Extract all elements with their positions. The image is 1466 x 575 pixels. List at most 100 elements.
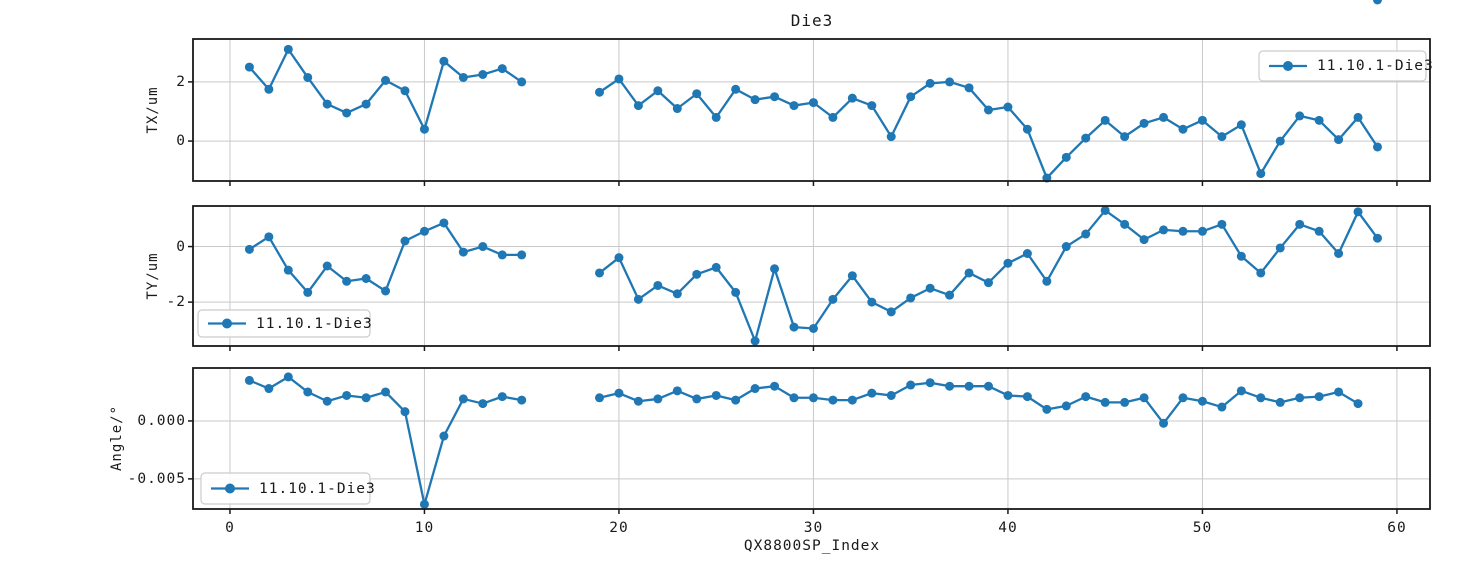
data-point — [458, 394, 468, 404]
ytick-label: 0 — [176, 239, 186, 255]
data-point — [945, 77, 955, 87]
data-point — [633, 294, 643, 304]
data-point — [828, 294, 838, 304]
axes-spines — [192, 205, 1431, 347]
data-point — [1314, 115, 1324, 125]
data-point — [1120, 219, 1130, 229]
legend-label: 11.10.1-Die3 — [259, 481, 376, 497]
data-point — [964, 381, 974, 391]
data-point — [1003, 390, 1013, 400]
data-point — [322, 99, 332, 109]
data-point — [342, 276, 352, 286]
legend-sample-marker — [1283, 61, 1293, 71]
data-point — [594, 268, 604, 278]
data-point — [1275, 243, 1285, 253]
data-point — [886, 307, 896, 317]
data-point — [322, 261, 332, 271]
data-point — [731, 287, 741, 297]
data-point — [439, 56, 449, 66]
data-point — [1120, 132, 1130, 142]
data-point — [1159, 112, 1169, 122]
ytick-label: 2 — [176, 74, 186, 90]
data-point — [322, 396, 332, 406]
data-point — [983, 105, 993, 115]
data-point — [847, 93, 857, 103]
data-point — [906, 92, 916, 102]
data-point — [1256, 169, 1266, 179]
data-point — [770, 381, 780, 391]
data-point — [1061, 401, 1071, 411]
data-point — [1081, 392, 1091, 402]
data-point — [770, 92, 780, 102]
data-point — [1372, 233, 1382, 243]
data-point — [886, 132, 896, 142]
data-point — [711, 390, 721, 400]
data-point — [964, 268, 974, 278]
data-point — [1178, 393, 1188, 403]
data-point — [1159, 418, 1169, 428]
data-point — [1139, 235, 1149, 245]
data-point — [342, 390, 352, 400]
data-point — [692, 269, 702, 279]
data-point — [303, 287, 313, 297]
data-point — [1003, 102, 1013, 112]
data-point — [1314, 226, 1324, 236]
data-point — [1178, 124, 1188, 134]
data-point — [1372, 0, 1382, 5]
data-point — [692, 394, 702, 404]
data-point — [614, 388, 624, 398]
data-point — [1139, 393, 1149, 403]
data-point — [594, 87, 604, 97]
series-line — [248, 221, 523, 294]
data-point — [789, 322, 799, 332]
data-point — [517, 395, 527, 405]
data-point — [633, 101, 643, 111]
data-point — [614, 253, 624, 263]
data-point — [1022, 392, 1032, 402]
data-point — [1061, 152, 1071, 162]
data-point — [1295, 393, 1305, 403]
xtick-label: 50 — [1192, 520, 1213, 536]
data-point — [808, 324, 818, 333]
data-point — [750, 336, 760, 346]
data-point — [1081, 229, 1091, 239]
legend-box — [200, 472, 371, 505]
data-point — [264, 84, 274, 94]
data-point — [711, 112, 721, 122]
data-point — [1275, 397, 1285, 407]
data-point — [478, 70, 488, 79]
data-point — [906, 380, 916, 390]
data-point — [867, 101, 877, 111]
data-point — [983, 278, 993, 288]
data-point — [478, 399, 488, 409]
data-point — [614, 74, 624, 84]
data-point — [1042, 404, 1052, 414]
data-point — [867, 388, 877, 398]
data-point — [1334, 387, 1344, 397]
data-point — [244, 375, 254, 385]
data-point — [1236, 120, 1246, 130]
data-point — [1353, 112, 1363, 122]
data-point — [711, 262, 721, 272]
axes-spines — [192, 367, 1431, 510]
y-axis-label-angle: Angle/° — [109, 404, 125, 472]
data-point — [983, 381, 993, 391]
data-point — [497, 64, 507, 74]
data-point — [789, 101, 799, 111]
data-point — [283, 265, 293, 275]
data-point — [808, 98, 818, 108]
data-point — [653, 394, 663, 404]
data-point — [361, 99, 371, 109]
data-point — [244, 62, 254, 72]
data-point — [1314, 392, 1324, 402]
series-line — [598, 381, 1360, 425]
xtick-label: 40 — [998, 520, 1018, 536]
data-point — [439, 431, 449, 441]
data-point — [381, 286, 391, 296]
y-axis-label-ty: TY/um — [145, 252, 161, 300]
xtick-label: 10 — [414, 520, 435, 536]
data-point — [692, 89, 702, 99]
series-line — [248, 48, 523, 131]
data-point — [594, 393, 604, 403]
data-point — [1295, 111, 1305, 121]
